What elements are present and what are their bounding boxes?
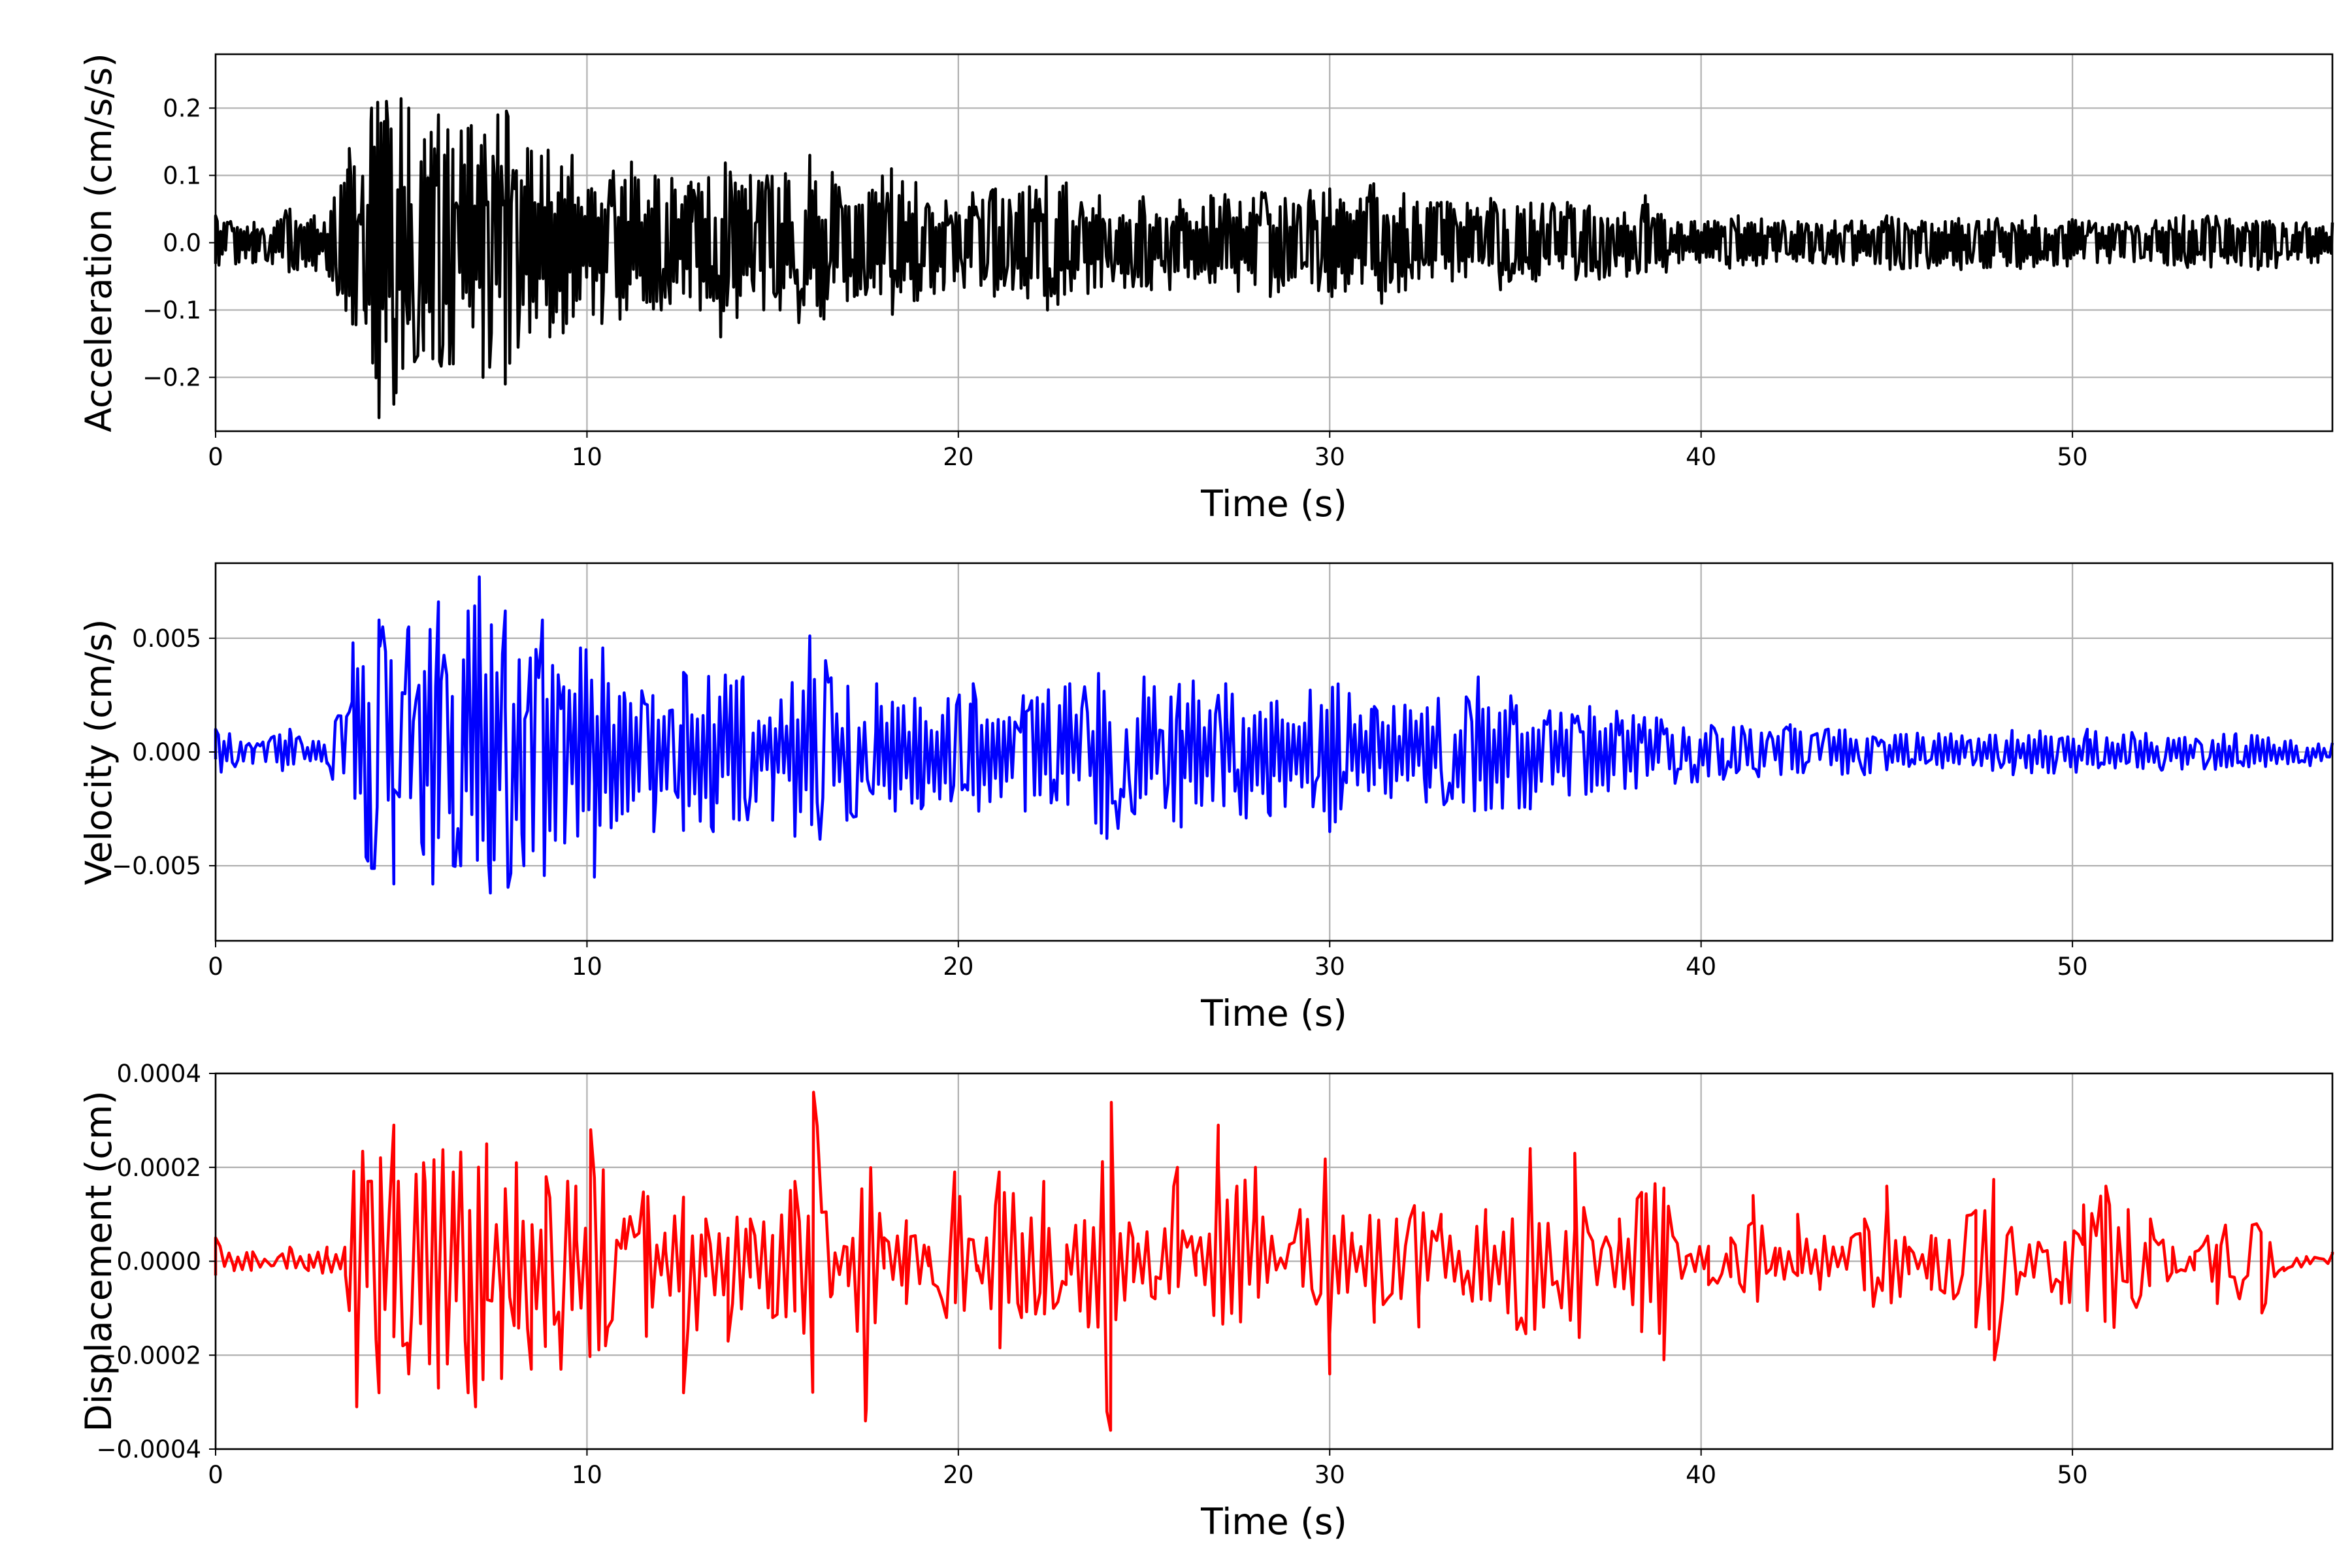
x-tick-label: 50 <box>2057 1461 2088 1489</box>
x-tick-label: 10 <box>572 443 602 471</box>
y-axis-label: Velocity (cm/s) <box>78 619 120 885</box>
x-tick-label: 20 <box>943 953 973 981</box>
y-tick-label: 0.0000 <box>117 1248 201 1276</box>
y-tick-label: 0.005 <box>132 625 201 653</box>
y-tick-label: 0.000 <box>132 738 201 766</box>
series-line-displacement <box>214 1090 2334 1432</box>
x-tick-label: 10 <box>572 953 602 981</box>
x-tick-label: 50 <box>2057 953 2088 981</box>
x-tick-label: 20 <box>943 443 973 471</box>
x-axis-label: Time (s) <box>1200 1501 1347 1543</box>
y-tick-label: 0.0002 <box>117 1154 201 1182</box>
x-tick-label: 30 <box>1315 1461 1345 1489</box>
x-tick-label: 30 <box>1315 443 1345 471</box>
y-tick-label: −0.0002 <box>97 1341 201 1369</box>
y-tick-label: 0.1 <box>163 161 201 189</box>
y-tick-label: −0.005 <box>112 852 201 880</box>
y-axis-label: Acceleration (cm/s/s) <box>78 53 120 432</box>
y-tick-label: 0.0004 <box>117 1060 201 1088</box>
y-tick-label: 0.0 <box>163 229 201 257</box>
y-axis-label: Displacement (cm) <box>78 1090 120 1431</box>
y-tick-label: −0.1 <box>142 297 201 325</box>
x-tick-label: 0 <box>208 953 223 981</box>
y-tick-label: 0.2 <box>163 94 201 122</box>
series-line-velocity <box>214 575 2334 895</box>
x-axis-label: Time (s) <box>1200 483 1347 525</box>
x-tick-label: 30 <box>1315 953 1345 981</box>
x-tick-label: 10 <box>572 1461 602 1489</box>
x-tick-label: 40 <box>1686 1461 1716 1489</box>
x-axis-label: Time (s) <box>1200 992 1347 1034</box>
panel-displacement: 0 10 20 30 40 50 −0.0004 −0.0002 0.0000 0.0002 0.0… <box>78 1060 2334 1543</box>
series-line-accel <box>214 97 2334 419</box>
x-tick-label: 40 <box>1686 953 1716 981</box>
y-tick-label: −0.0004 <box>97 1435 201 1463</box>
y-tick-label: −0.2 <box>142 364 201 392</box>
panel-accel: 0 10 20 30 40 50 −0.2 −0.1 0.0 0.1 0.2 Time (s) Acce… <box>78 53 2334 525</box>
x-tick-label: 40 <box>1686 443 1716 471</box>
panel-velocity: 0 10 20 30 40 50 −0.005 0.000 0.005 Time (s) Veloc… <box>78 562 2334 1034</box>
x-tick-label: 20 <box>943 1461 973 1489</box>
x-tick-label: 0 <box>208 443 223 471</box>
x-tick-label: 0 <box>208 1461 223 1489</box>
x-tick-label: 50 <box>2057 443 2088 471</box>
